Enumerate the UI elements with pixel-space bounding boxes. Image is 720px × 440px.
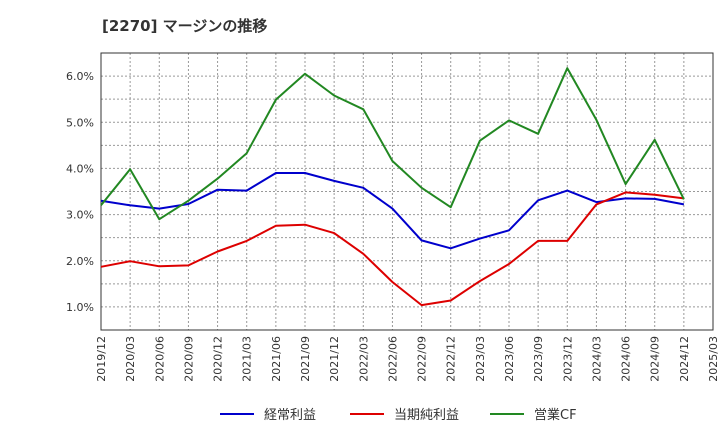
grid [100, 52, 714, 331]
x-tick-label: 2022/03 [357, 336, 370, 382]
y-tick-label: 4.0% [66, 162, 94, 175]
series-line [100, 191, 685, 307]
y-tick-label: 3.0% [66, 209, 94, 222]
legend-label: 当期純利益 [394, 408, 459, 423]
y-tick-label: 2.0% [66, 255, 94, 268]
x-tick-label: 2023/09 [532, 336, 545, 382]
chart-title: [2270] マージンの推移 [102, 17, 267, 35]
legend: 経常利益 当期純利益 営業CF [220, 407, 577, 423]
y-tick-label: 6.0% [66, 70, 94, 83]
x-tick-label: 2019/12 [95, 336, 108, 382]
x-tick-label: 2024/03 [590, 336, 603, 382]
x-tick-label: 2024/12 [678, 336, 691, 382]
x-axis: 2019/12 2020/03 2020/06 2020/09 2020/12 2021/… [95, 336, 720, 382]
x-tick-label: 2021/06 [270, 336, 283, 382]
x-tick-label: 2022/12 [445, 336, 458, 382]
x-tick-label: 2024/06 [620, 336, 633, 382]
legend-label: 営業CF [534, 407, 577, 423]
x-tick-label: 2020/06 [153, 336, 166, 382]
series-lines [100, 67, 685, 307]
x-tick-label: 2022/09 [416, 336, 429, 382]
x-tick-label: 2024/09 [649, 336, 662, 382]
x-tick-label: 2020/12 [212, 336, 225, 382]
x-tick-label: 2025/03 [707, 336, 720, 382]
y-tick-label: 1.0% [66, 301, 94, 314]
x-tick-label: 2021/03 [241, 336, 254, 382]
x-tick-label: 2020/09 [182, 336, 195, 382]
x-tick-label: 2023/06 [503, 336, 516, 382]
x-tick-label: 2021/12 [328, 336, 341, 382]
legend-label: 経常利益 [264, 408, 316, 423]
series-line [100, 67, 685, 221]
x-tick-label: 2022/06 [386, 336, 399, 382]
x-tick-label: 2020/03 [124, 336, 137, 382]
y-axis: 1.0% 2.0% 3.0% 4.0% 5.0% 6.0% [66, 70, 94, 314]
x-tick-label: 2023/03 [474, 336, 487, 382]
plot-frame [100, 52, 714, 331]
x-tick-label: 2021/09 [299, 336, 312, 382]
series-line [100, 172, 685, 250]
y-tick-label: 5.0% [66, 116, 94, 129]
x-tick-label: 2023/12 [561, 336, 574, 382]
